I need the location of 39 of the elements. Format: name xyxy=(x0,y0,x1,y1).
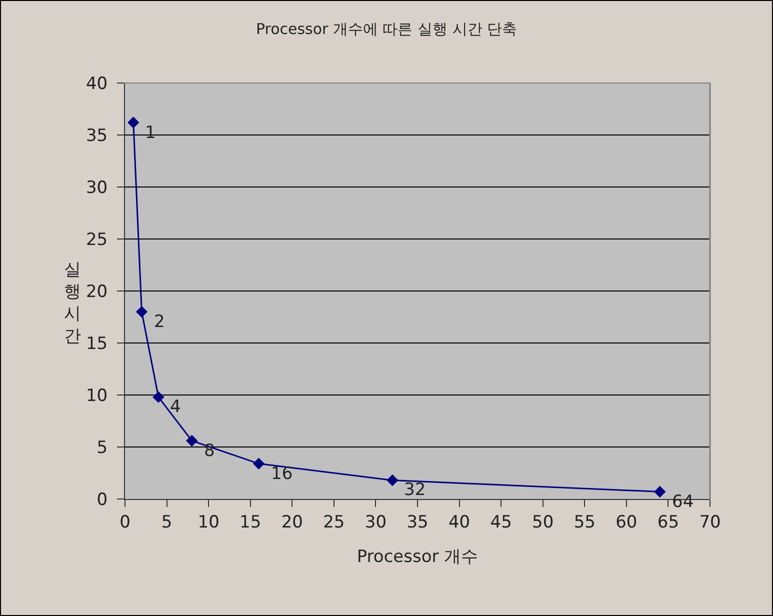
point xyxy=(386,474,398,486)
x-tick-label: 25 xyxy=(323,512,345,532)
x-tick-label: 40 xyxy=(448,512,470,532)
x-tick-label: 65 xyxy=(657,512,680,532)
point xyxy=(152,391,164,403)
x-tick-label: 60 xyxy=(616,512,638,532)
annotation: 2 xyxy=(154,312,165,332)
x-tick-label: 15 xyxy=(240,512,262,532)
y-tick-label: 20 xyxy=(86,282,108,302)
x-tick-label: 70 xyxy=(699,512,721,532)
x-tick-label: 55 xyxy=(574,512,596,532)
point xyxy=(654,486,666,498)
point xyxy=(128,116,140,128)
x-tick-label: 20 xyxy=(281,512,303,532)
y-tick-label: 15 xyxy=(86,334,108,354)
annotation: 16 xyxy=(271,464,293,484)
y-axis-title: 실행시간 xyxy=(64,260,81,346)
point xyxy=(136,306,148,318)
x-axis-title: Processor 개수 xyxy=(356,546,478,567)
y-tick-label: 0 xyxy=(96,490,108,510)
x-tick-label: 50 xyxy=(532,512,554,532)
chart-title: Processor 개수에 따른 실행 시간 단축 xyxy=(256,20,518,38)
x-tick-label: 0 xyxy=(120,512,130,532)
annotation: 32 xyxy=(404,480,426,500)
x-tick-label: 5 xyxy=(161,512,172,532)
y-tick-label: 30 xyxy=(86,178,108,198)
y-tick-label: 25 xyxy=(86,230,108,250)
annotation: 8 xyxy=(204,441,215,461)
y-tick-label: 40 xyxy=(86,74,108,94)
x-tick-label: 10 xyxy=(198,512,220,532)
point xyxy=(252,458,265,470)
annotation: 4 xyxy=(170,397,181,417)
y-tick-label: 5 xyxy=(96,438,108,458)
point xyxy=(186,434,198,447)
y-tick-label: 35 xyxy=(86,126,108,146)
x-tick-label: 35 xyxy=(406,512,428,532)
x-tick-label: 45 xyxy=(490,512,512,532)
y-tick-label: 10 xyxy=(86,386,108,406)
x-tick-label: 30 xyxy=(364,512,387,532)
